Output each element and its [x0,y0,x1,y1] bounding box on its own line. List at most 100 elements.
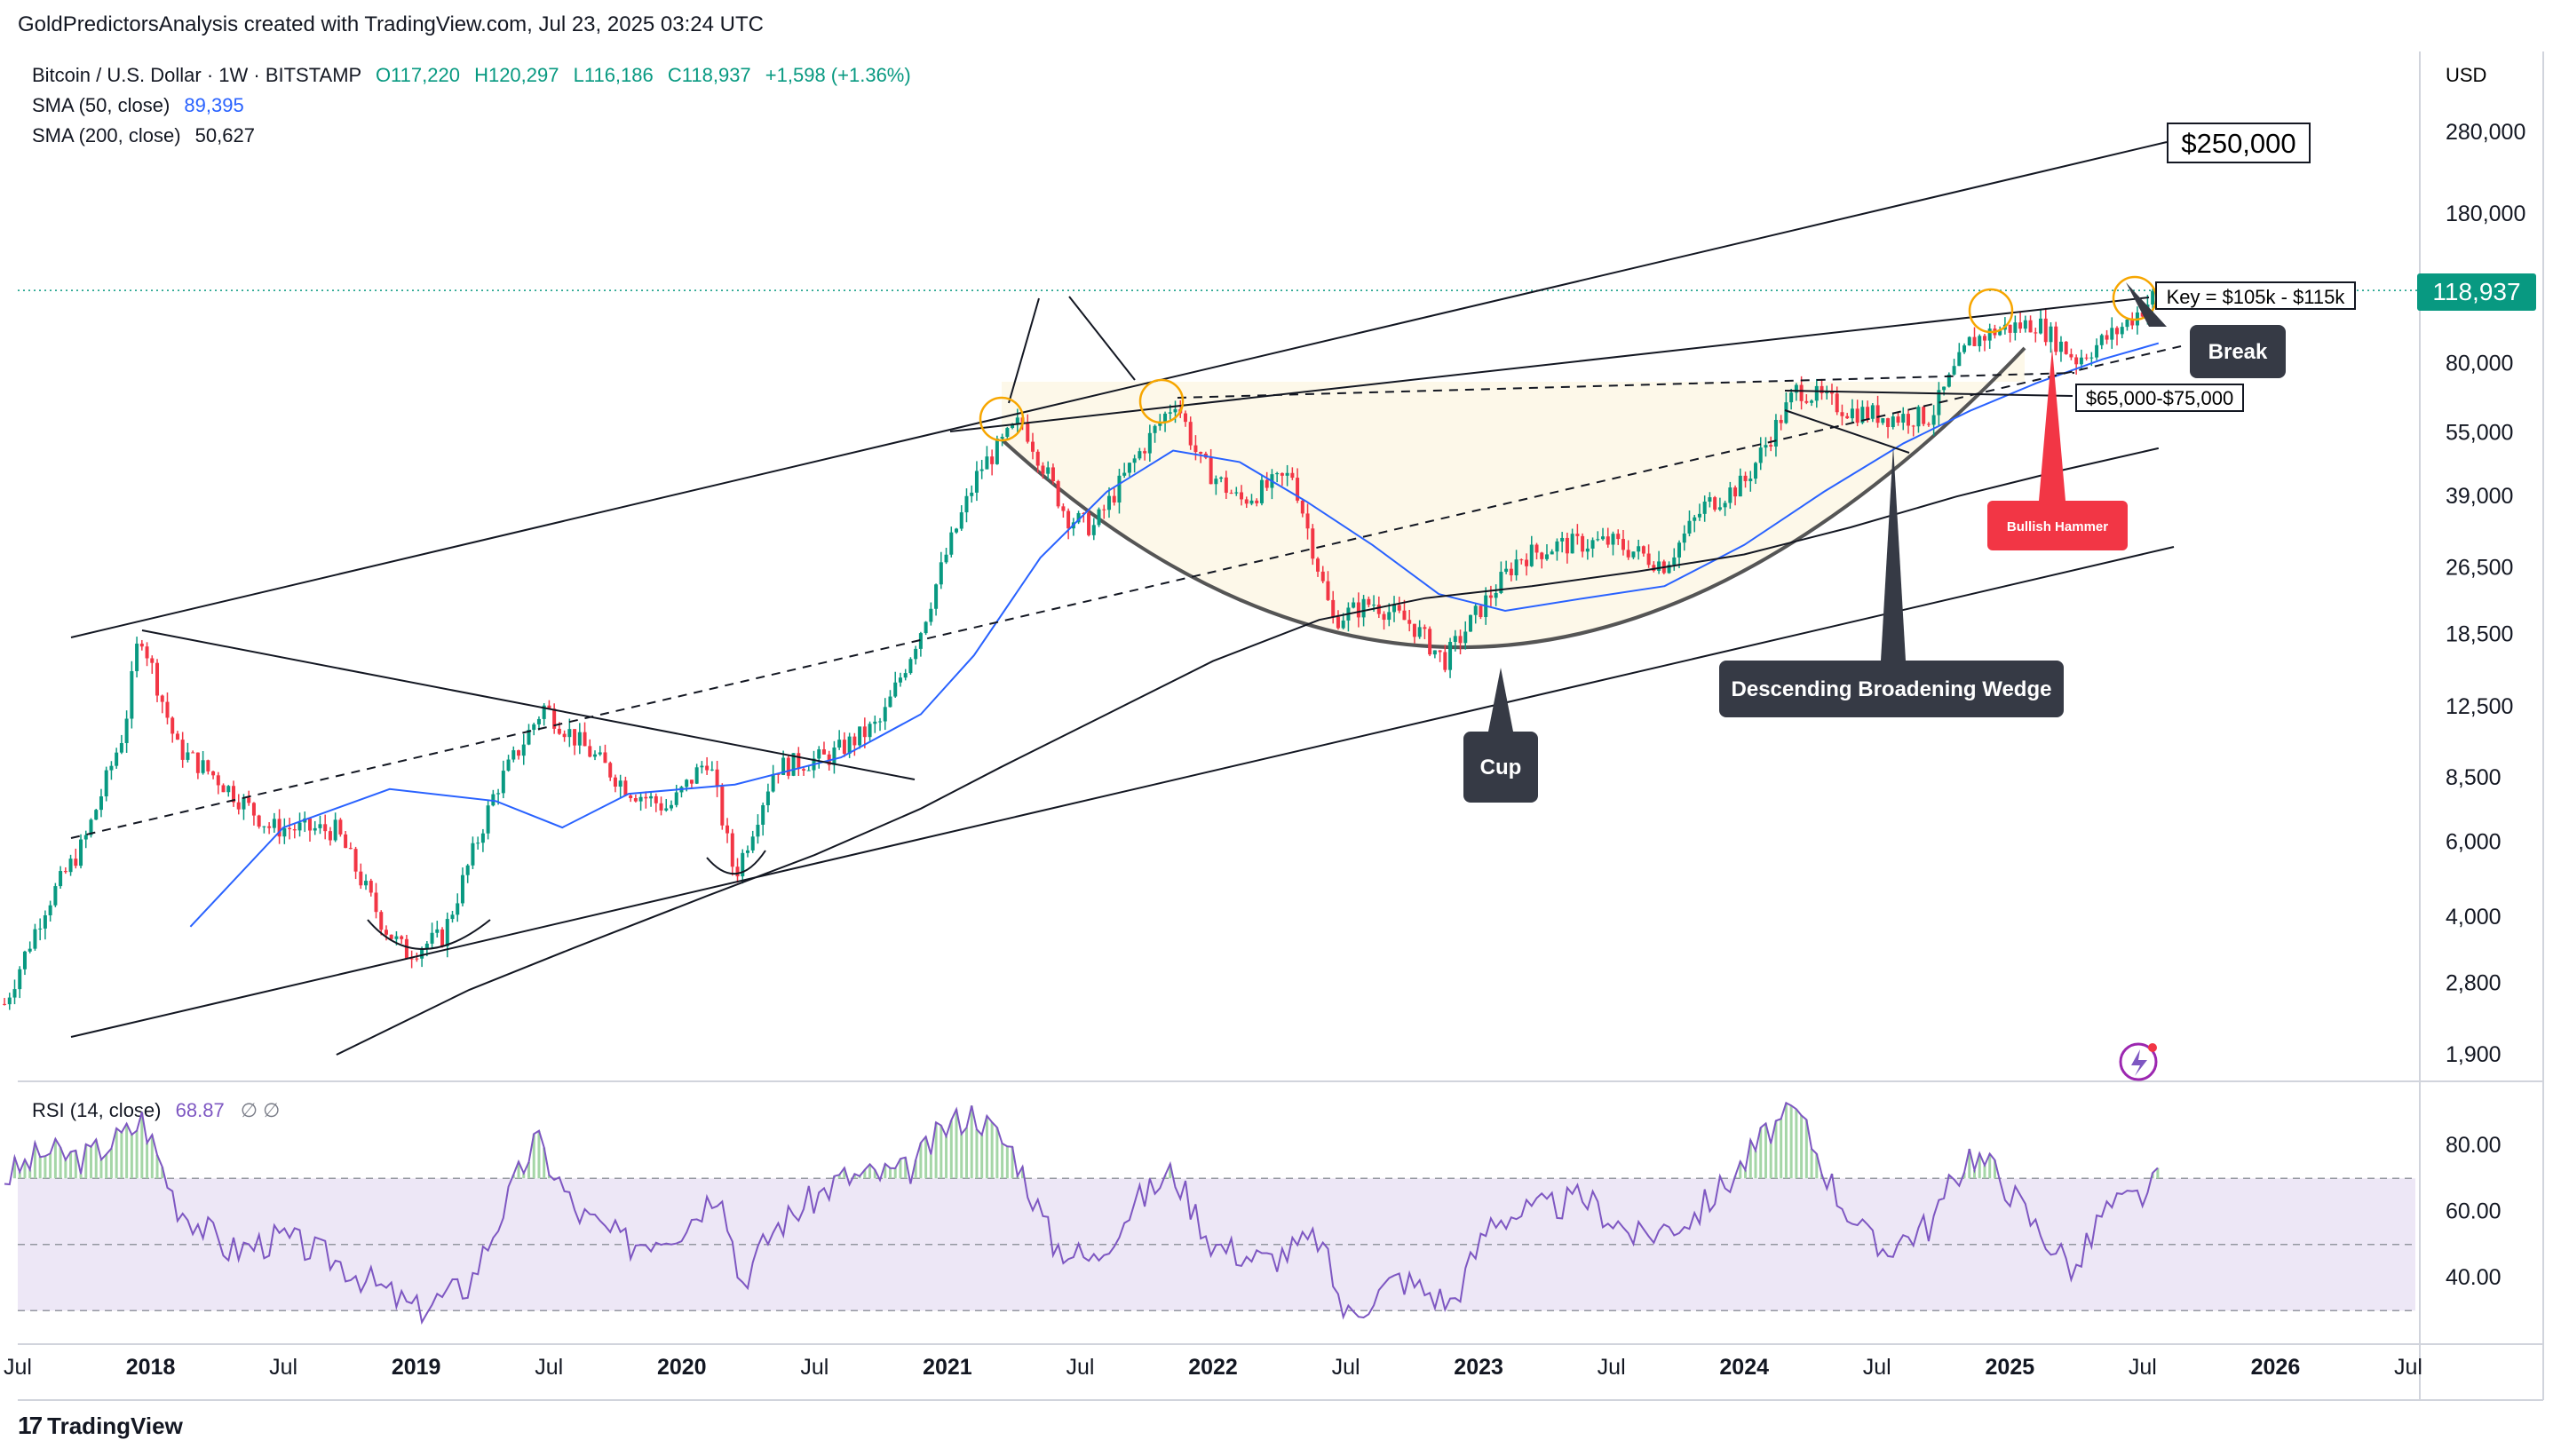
time-axis[interactable]: Jul 2018 Jul 2019 Jul 2020 Jul 2021 Jul 2022 Jul 20… [4,1355,2422,1380]
candle-body [802,769,806,771]
candle-body [1352,602,1356,608]
candle-body [2034,332,2038,334]
candle-body [791,753,796,776]
candle-body [618,780,622,787]
candle-body [251,803,256,816]
candle-body [292,829,297,831]
candle-body [1240,492,1244,500]
candle-body [689,779,694,784]
candle-body [700,765,704,768]
candle-body [949,532,954,555]
annotation-cup: Cup [1463,668,1538,803]
annotation-target: $250,000 [2167,123,2311,163]
candle-body [440,929,445,946]
support-text: $65,000-$75,000 [2086,387,2233,409]
annotation-support: $65,000-$75,000 [2075,384,2244,412]
candle-body [1667,565,1671,574]
tradingview-logo: 17 [18,1412,43,1439]
candle-body [852,736,857,746]
price-tag-box [2417,273,2536,311]
candle-body [598,752,602,755]
rsi-line [4,1101,2159,1325]
candle-body [1886,418,1891,428]
candle-body [1504,568,1509,573]
candle-body [1544,554,1549,559]
candle-body [2089,357,2094,359]
candle-body [221,785,226,793]
break-text: Break [2208,340,2268,364]
time-tick-label: 2024 [1719,1355,1769,1380]
sma200-row[interactable]: SMA (200, close) 50,627 [32,121,911,151]
candle-body [1428,629,1432,655]
candle-body [404,938,408,959]
candle-body [1916,407,1921,427]
candle-body [1779,419,1783,423]
time-tick-label: 2025 [1986,1355,2035,1380]
annotations [2119,1042,2158,1081]
candle-body [2110,328,2114,340]
key-text: Key = $105k - $115k [2167,286,2346,308]
candle-body [521,744,526,756]
candle-body [511,750,516,760]
brand-name: TradingView [47,1412,183,1439]
candle-body [1529,544,1534,566]
candle-body [781,757,786,775]
lightning-bolt [2131,1049,2147,1076]
candle-body [1458,636,1463,644]
candle-body [1453,636,1457,643]
candle-body [1748,479,1753,481]
candle-body [1789,392,1794,403]
candle-body [28,948,32,952]
candle-body [776,773,781,775]
candle-body [68,859,73,873]
candle-body [837,740,842,748]
candle-body [593,754,598,757]
candle-body [1193,445,1198,453]
candle-body [1773,419,1778,447]
candle-body [420,949,424,959]
rsi-legend[interactable]: RSI (14, close) 68.87 ∅ ∅ [32,1099,280,1122]
candle-body [552,708,557,729]
candle-body [1000,436,1004,439]
candle-body [741,852,745,877]
candle-body [1881,418,1885,423]
candle-body [745,850,749,853]
tradingview-brand[interactable]: 17 TradingView [18,1412,183,1440]
candle-body [318,824,322,828]
candle-body [1066,510,1071,529]
candle-body [400,936,404,939]
candle-body [1499,572,1503,594]
candle-body [1850,408,1854,419]
candle-body [130,670,134,719]
candle-body [2099,335,2104,345]
candle-body [288,827,292,830]
candle-body [1540,552,1544,559]
candle-body [878,721,883,723]
candle-body [1249,500,1254,504]
candle-body [1168,412,1172,414]
symbol-label[interactable]: Bitcoin / U.S. Dollar · 1W · BITSTAMP [32,64,361,86]
candle-body [1199,452,1203,454]
candle-body [974,471,979,493]
candle-body [613,777,617,787]
candle-body [232,786,236,803]
candle-body [629,795,633,799]
candle-body [694,767,699,784]
candle-body [1468,614,1472,632]
candle-body [348,848,353,850]
sma50-row[interactable]: SMA (50, close) 89,395 [32,91,911,121]
price-axis[interactable]: USD 280,000 180,000 80,000 55,000 39,000 26,5… [2446,64,2525,1067]
price-tick-label: 26,500 [2446,556,2513,581]
close-value: C118,937 [667,64,751,86]
candle-body [1473,605,1478,615]
candle-body [1611,534,1615,545]
cup-box [1463,732,1538,803]
candle-body [247,797,251,803]
candle-body [1188,422,1193,446]
candle-body [180,740,185,760]
candle-body [1316,558,1320,572]
candle-body [1982,336,1986,341]
candle-body [1138,451,1142,459]
time-tick-label: Jul [1066,1355,1094,1380]
